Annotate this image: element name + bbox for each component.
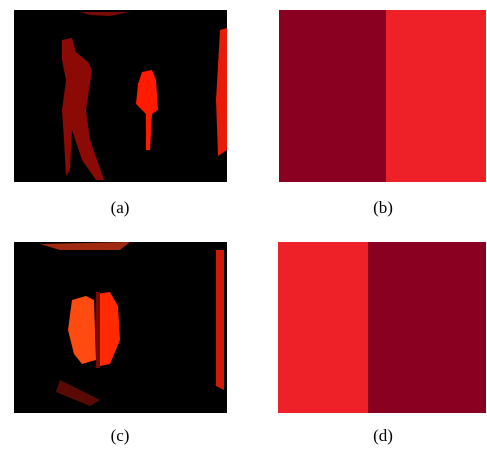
caption: (a) [111,198,130,217]
caption: (b) [373,198,393,217]
caption: (c) [111,426,130,445]
panel-b [279,10,486,182]
panel-c [14,242,227,413]
figure: (a) (b) (c) (d) [0,0,487,446]
panel-a [14,10,227,182]
caption: (d) [373,426,393,445]
panel-d [278,242,486,413]
